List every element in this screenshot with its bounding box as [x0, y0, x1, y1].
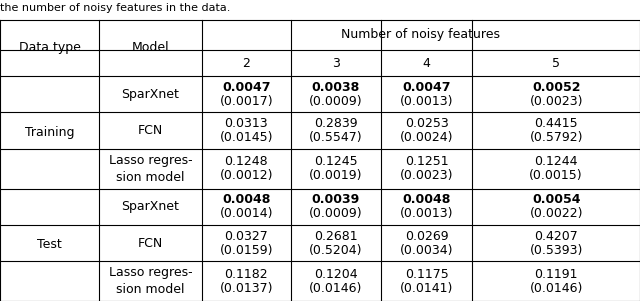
Text: Lasso regres-: Lasso regres- — [109, 154, 192, 167]
Text: (0.5792): (0.5792) — [529, 132, 583, 144]
Text: 0.0313: 0.0313 — [225, 117, 268, 130]
Text: 0.0038: 0.0038 — [312, 81, 360, 94]
Text: 2: 2 — [243, 57, 250, 70]
Text: 3: 3 — [332, 57, 340, 70]
Text: (0.0159): (0.0159) — [220, 244, 273, 257]
Text: (0.0145): (0.0145) — [220, 132, 273, 144]
Text: the number of noisy features in the data.: the number of noisy features in the data… — [0, 3, 230, 13]
Text: Training: Training — [25, 126, 74, 139]
Text: 0.4207: 0.4207 — [534, 229, 578, 243]
Text: (0.0017): (0.0017) — [220, 95, 273, 108]
Text: Lasso regres-: Lasso regres- — [109, 266, 192, 279]
Text: (0.0141): (0.0141) — [400, 282, 453, 295]
Text: sion model: sion model — [116, 283, 185, 296]
Text: (0.0019): (0.0019) — [309, 169, 363, 182]
Text: (0.0009): (0.0009) — [309, 207, 363, 220]
Text: FCN: FCN — [138, 237, 163, 250]
Text: 0.1191: 0.1191 — [534, 268, 578, 281]
Text: (0.5204): (0.5204) — [309, 244, 363, 257]
Text: 0.0039: 0.0039 — [312, 193, 360, 206]
Text: (0.0137): (0.0137) — [220, 282, 273, 295]
Text: (0.0012): (0.0012) — [220, 169, 273, 182]
Text: 0.4415: 0.4415 — [534, 117, 578, 130]
Text: (0.0014): (0.0014) — [220, 207, 273, 220]
Text: 0.2681: 0.2681 — [314, 229, 358, 243]
Text: (0.0013): (0.0013) — [400, 207, 453, 220]
Text: 5: 5 — [552, 57, 560, 70]
Text: Number of noisy features: Number of noisy features — [341, 29, 500, 42]
Text: SparXnet: SparXnet — [122, 88, 179, 101]
Text: 0.0047: 0.0047 — [222, 81, 271, 94]
Text: 0.0048: 0.0048 — [222, 193, 271, 206]
Text: (0.5393): (0.5393) — [529, 244, 583, 257]
Text: 0.1175: 0.1175 — [404, 268, 449, 281]
Text: 0.0253: 0.0253 — [404, 117, 449, 130]
Text: sion model: sion model — [116, 171, 185, 184]
Text: (0.0034): (0.0034) — [400, 244, 453, 257]
Text: 0.1248: 0.1248 — [225, 155, 268, 168]
Text: (0.5547): (0.5547) — [309, 132, 363, 144]
Text: 0.0327: 0.0327 — [225, 229, 268, 243]
Text: Data type: Data type — [19, 41, 81, 54]
Text: 0.0048: 0.0048 — [403, 193, 451, 206]
Text: (0.0013): (0.0013) — [400, 95, 453, 108]
Text: (0.0009): (0.0009) — [309, 95, 363, 108]
Text: 0.1182: 0.1182 — [225, 268, 268, 281]
Text: 0.2839: 0.2839 — [314, 117, 358, 130]
Text: 0.0269: 0.0269 — [404, 229, 449, 243]
Text: 4: 4 — [422, 57, 431, 70]
Text: SparXnet: SparXnet — [122, 200, 179, 213]
Text: (0.0022): (0.0022) — [529, 207, 583, 220]
Text: 0.0052: 0.0052 — [532, 81, 580, 94]
Text: 0.1204: 0.1204 — [314, 268, 358, 281]
Text: (0.0023): (0.0023) — [529, 95, 583, 108]
Text: Test: Test — [37, 238, 62, 251]
Text: (0.0024): (0.0024) — [400, 132, 453, 144]
Text: 0.0054: 0.0054 — [532, 193, 580, 206]
Text: 0.1251: 0.1251 — [404, 155, 449, 168]
Text: 0.1245: 0.1245 — [314, 155, 358, 168]
Text: (0.0015): (0.0015) — [529, 169, 583, 182]
Text: (0.0146): (0.0146) — [529, 282, 583, 295]
Text: (0.0023): (0.0023) — [400, 169, 453, 182]
Text: Model: Model — [132, 41, 169, 54]
Text: 0.0047: 0.0047 — [403, 81, 451, 94]
Text: 0.1244: 0.1244 — [534, 155, 578, 168]
Text: (0.0146): (0.0146) — [309, 282, 363, 295]
Text: FCN: FCN — [138, 124, 163, 137]
